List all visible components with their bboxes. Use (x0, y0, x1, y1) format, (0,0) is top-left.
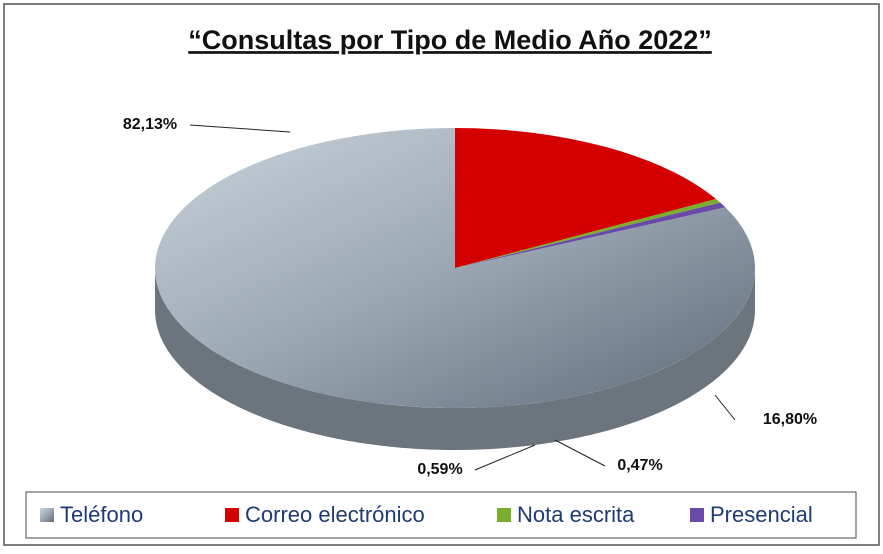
leader-line (714, 394, 736, 421)
chart-title: “Consultas por Tipo de Medio Año 2022” (188, 25, 712, 55)
leader-line (189, 124, 291, 133)
legend-label: Nota escrita (517, 502, 635, 527)
legend-label: Presencial (710, 502, 813, 527)
slice (455, 128, 717, 268)
slice (455, 199, 721, 268)
slice-side (155, 268, 755, 450)
leader-line (474, 444, 536, 471)
data-label: 82,13% (123, 116, 177, 133)
data-label: 0,47% (617, 457, 662, 474)
legend-label: Teléfono (60, 502, 143, 527)
legend-swatch (225, 508, 239, 522)
legend-swatch (497, 508, 511, 522)
legend-swatch (40, 508, 54, 522)
data-label: 0,59% (417, 461, 462, 478)
legend-box (25, 491, 857, 539)
slice (455, 202, 726, 268)
leader-line (554, 439, 606, 467)
legend-swatch (690, 508, 704, 522)
data-label: 16,80% (763, 411, 817, 428)
legend-label: Correo electrónico (245, 502, 425, 527)
